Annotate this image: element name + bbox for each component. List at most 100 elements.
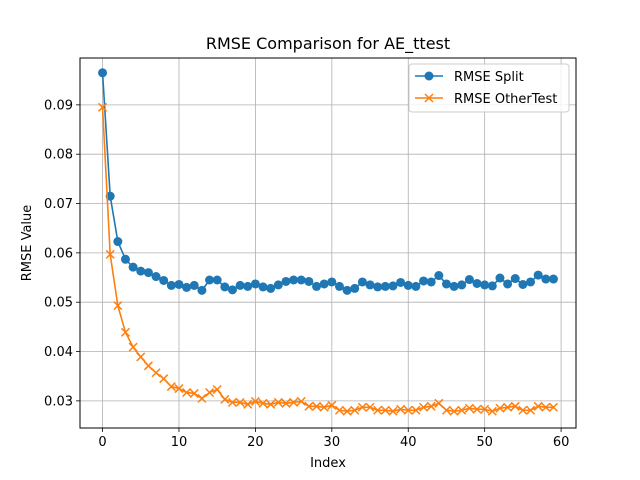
rmse-split-point: [533, 270, 543, 280]
rmse-split-point: [273, 280, 283, 290]
plot-series: [98, 68, 558, 416]
legend-split-marker: [424, 71, 434, 81]
rmse-split-point: [312, 281, 322, 291]
rmse-othertest-point: [289, 397, 299, 407]
x-tick-label: 50: [476, 435, 493, 450]
rmse-split-point: [526, 277, 536, 287]
y-axis-label: RMSE Value: [20, 205, 35, 282]
y-tick-label: 0.09: [44, 98, 73, 113]
rmse-othertest-point: [113, 301, 123, 311]
rmse-split-point: [189, 280, 199, 290]
rmse-split-point: [120, 254, 130, 264]
rmse-split-point: [480, 280, 490, 290]
rmse-othertest-point: [258, 398, 268, 408]
rmse-split-point: [457, 280, 467, 290]
rmse-split-point: [411, 281, 421, 291]
rmse-othertest-point: [350, 405, 360, 415]
rmse-split-point: [541, 274, 551, 284]
rmse-othertest-point: [419, 402, 429, 412]
rmse-split-point: [388, 281, 398, 291]
legend: RMSE Split RMSE OtherTest: [408, 63, 570, 113]
rmse-split-point: [304, 276, 314, 286]
rmse-split-point: [128, 262, 138, 272]
grid-lines: [80, 58, 576, 428]
legend-othertest-marker: [424, 93, 434, 103]
rmse-othertest-point: [182, 387, 192, 398]
x-axis-label: Index: [310, 456, 346, 471]
rmse-split-point: [327, 277, 337, 287]
legend-box: [408, 63, 570, 113]
y-tick-label: 0.06: [44, 246, 73, 261]
rmse-othertest-point: [396, 404, 406, 414]
rmse-othertest-point: [365, 402, 375, 412]
rmse-split-point: [365, 280, 375, 290]
rmse-othertest-point: [220, 394, 230, 404]
rmse-split-point: [227, 285, 237, 295]
rmse-split-point: [319, 279, 329, 289]
rmse-split-point: [235, 280, 245, 290]
rmse-othertest-point: [266, 399, 276, 409]
rmse-split-point: [98, 68, 108, 78]
rmse-othertest-point: [487, 406, 497, 416]
rmse-othertest-point: [128, 342, 138, 352]
rmse-othertest-point: [319, 402, 329, 412]
rmse-othertest-point: [541, 402, 551, 412]
rmse-othertest-point: [357, 402, 367, 412]
y-tick-label: 0.05: [44, 296, 73, 311]
rmse-split-point: [151, 272, 161, 282]
rmse-othertest-point: [411, 405, 421, 415]
rmse-split-point: [205, 275, 215, 285]
rmse-split-point: [113, 237, 123, 247]
y-tick-label: 0.07: [44, 197, 73, 212]
rmse-split-point: [159, 275, 169, 285]
rmse-othertest-point: [342, 406, 352, 416]
rmse-othertest-point: [235, 397, 245, 407]
rmse-othertest-point: [441, 405, 451, 415]
rmse-split-point: [396, 277, 406, 287]
rmse-othertest-point: [243, 399, 253, 409]
rmse-split-point: [220, 282, 230, 292]
rmse-othertest-point: [403, 405, 413, 415]
rmse-split-point: [197, 285, 207, 295]
x-tick-label: 30: [324, 435, 341, 450]
rmse-othertest-point: [495, 403, 505, 413]
rmse-split-point: [503, 279, 513, 289]
y-tick-label: 0.03: [44, 394, 73, 409]
rmse-split-point: [357, 277, 367, 287]
rmse-othertest-point: [503, 402, 513, 412]
rmse-othertest-point: [434, 398, 444, 408]
rmse-othertest-point: [380, 405, 390, 415]
rmse-othertest-point: [518, 405, 528, 415]
rmse-split-point: [472, 278, 482, 288]
y-tick-label: 0.08: [44, 148, 73, 163]
rmse-othertest-point: [281, 398, 291, 408]
legend-split-label: RMSE Split: [454, 70, 524, 85]
rmse-split-point: [258, 282, 268, 292]
rmse-split-point: [380, 281, 390, 291]
rmse-othertest-point: [174, 384, 184, 394]
rmse-split-point: [510, 274, 520, 284]
rmse-othertest-point: [327, 400, 337, 410]
rmse-split-point: [342, 285, 352, 295]
rmse-othertest-point: [464, 403, 474, 413]
rmse-othertest-point: [205, 387, 215, 398]
rmse-othertest-point: [480, 404, 490, 414]
rmse-othertest-point: [457, 405, 467, 415]
rmse-split-point: [441, 279, 451, 289]
rmse-split-point: [250, 279, 260, 289]
rmse-split-point: [350, 283, 360, 293]
rmse-othertest-point: [449, 406, 459, 416]
rmse-othertest-point: [388, 406, 398, 416]
rmse-othertest-point: [212, 384, 222, 395]
rmse-split-point: [243, 281, 253, 291]
legend-othertest-label: RMSE OtherTest: [454, 92, 557, 107]
rmse-split-point: [174, 279, 184, 289]
rmse-othertest-point: [373, 405, 383, 415]
rmse-othertest-point: [189, 388, 199, 398]
rmse-othertest-point: [98, 102, 108, 112]
rmse-split-point: [212, 275, 222, 285]
rmse-othertest-point: [143, 361, 153, 371]
rmse-split-point: [419, 276, 429, 286]
rmse-othertest-point: [159, 374, 169, 384]
rmse-split-point: [143, 268, 153, 278]
